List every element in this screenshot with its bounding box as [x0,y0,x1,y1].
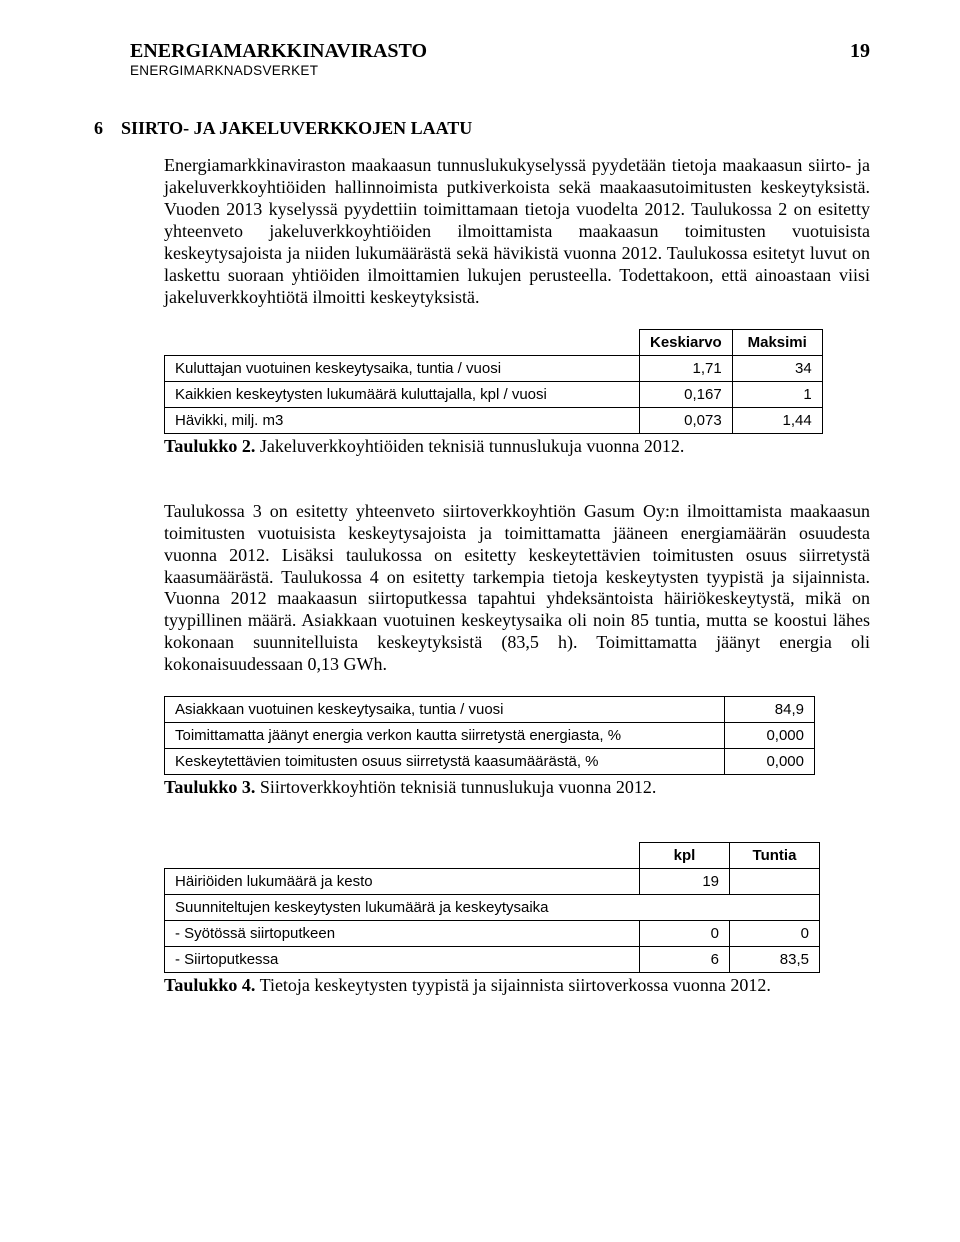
table-cell: Hävikki, milj. m3 [165,407,640,433]
table-row: Kuluttajan vuotuinen keskeytysaika, tunt… [165,355,823,381]
table-cell: 6 [640,947,730,973]
table-row: - Syötössä siirtoputkeen00 [165,921,820,947]
table-2-caption-bold: Taulukko 2. [164,436,255,456]
table-cell: - Siirtoputkessa [165,947,640,973]
table-cell: 1 [732,381,822,407]
table-cell: Suunniteltujen keskeytysten lukumäärä ja… [165,895,820,921]
table-cell: Keskeytettävien toimitusten osuus siirre… [165,749,725,775]
table-cell: 1,44 [732,407,822,433]
table-cell: Toimittamatta jäänyt energia verkon kaut… [165,723,725,749]
table-cell: 0 [640,921,730,947]
table-cell: Häiriöiden lukumäärä ja kesto [165,869,640,895]
page-header: ENERGIAMARKKINAVIRASTO 19 [130,40,870,63]
table-row: Suunniteltujen keskeytysten lukumäärä ja… [165,895,820,921]
table-row: Kaikkien keskeytysten lukumäärä kuluttaj… [165,381,823,407]
table-3-caption-bold: Taulukko 3. [164,777,255,797]
table-header: Tuntia [730,843,820,869]
table-cell: 0 [730,921,820,947]
section-heading: 6 SIIRTO- JA JAKELUVERKKOJEN LAATU [94,118,870,139]
paragraph-2: Taulukossa 3 on esitetty yhteenveto siir… [164,501,870,677]
table-row: Häiriöiden lukumäärä ja kesto19 [165,869,820,895]
table-row: Keskeytettävien toimitusten osuus siirre… [165,749,815,775]
table-cell [730,869,820,895]
header-title-sv: ENERGIMARKNADSVERKET [130,63,870,78]
table-3-caption: Taulukko 3. Siirtoverkkoyhtiön teknisiä … [164,777,870,798]
section-number: 6 [94,118,103,139]
paragraph-1: Energiamarkkinaviraston maakaasun tunnus… [164,155,870,309]
table-header: kpl [640,843,730,869]
table-row: Asiakkaan vuotuinen keskeytysaika, tunti… [165,697,815,723]
table-cell: 0,073 [640,407,733,433]
table-4-caption-bold: Taulukko 4. [164,975,255,995]
table-3: Asiakkaan vuotuinen keskeytysaika, tunti… [164,696,815,775]
table-row: - Siirtoputkessa683,5 [165,947,820,973]
table-header: Maksimi [732,329,822,355]
table-cell: 1,71 [640,355,733,381]
table-cell: 19 [640,869,730,895]
page-number: 19 [850,40,870,63]
table-4-caption: Taulukko 4. Tietoja keskeytysten tyypist… [164,975,870,996]
table-cell: 84,9 [725,697,815,723]
table-header: Keskiarvo [640,329,733,355]
table-cell: Kuluttajan vuotuinen keskeytysaika, tunt… [165,355,640,381]
table-2: KeskiarvoMaksimi Kuluttajan vuotuinen kes… [164,329,823,434]
table-cell: Asiakkaan vuotuinen keskeytysaika, tunti… [165,697,725,723]
table-2-caption: Taulukko 2. Jakeluverkkoyhtiöiden teknis… [164,436,870,457]
table-cell: - Syötössä siirtoputkeen [165,921,640,947]
table-cell: Kaikkien keskeytysten lukumäärä kuluttaj… [165,381,640,407]
table-4-caption-rest: Tietoja keskeytysten tyypistä ja sijainn… [255,975,770,995]
table-3-caption-rest: Siirtoverkkoyhtiön teknisiä tunnuslukuja… [255,777,656,797]
table-4: kplTuntiaHäiriöiden lukumäärä ja kesto19… [164,842,820,973]
table-cell: 0,000 [725,749,815,775]
table-cell: 34 [732,355,822,381]
table-cell: 0,167 [640,381,733,407]
table-row: Hävikki, milj. m30,0731,44 [165,407,823,433]
header-title-fi: ENERGIAMARKKINAVIRASTO [130,40,427,63]
table-row: Toimittamatta jäänyt energia verkon kaut… [165,723,815,749]
table-cell: 0,000 [725,723,815,749]
table-2-caption-rest: Jakeluverkkoyhtiöiden teknisiä tunnusluk… [255,436,684,456]
section-title: SIIRTO- JA JAKELUVERKKOJEN LAATU [121,118,472,139]
table-cell: 83,5 [730,947,820,973]
